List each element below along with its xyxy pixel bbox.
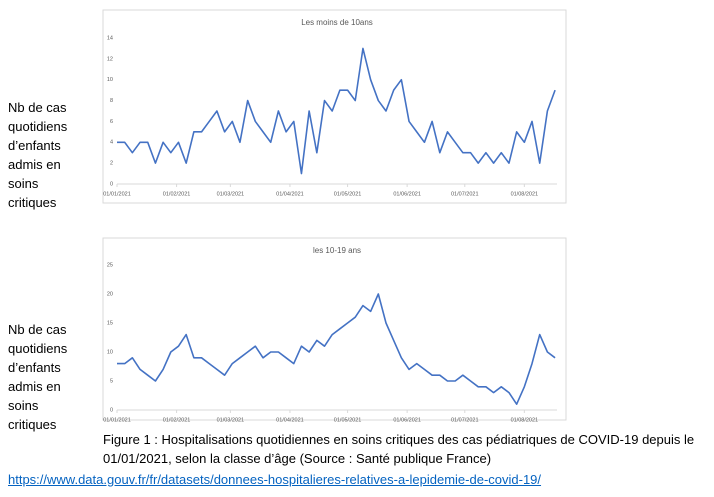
x-tick-label: 01/05/2021 <box>334 191 362 197</box>
side-label: Nb de cas quotidiens d’enfants admis en … <box>8 322 68 432</box>
y-tick-label: 4 <box>110 140 113 146</box>
chart-frame <box>102 237 567 421</box>
x-tick-label: 01/07/2021 <box>451 417 479 423</box>
x-tick-label: 01/06/2021 <box>393 417 421 423</box>
x-tick-label: 01/06/2021 <box>393 191 421 197</box>
y-tick-label: 10 <box>107 349 113 355</box>
source-link[interactable]: https://www.data.gouv.fr/fr/datasets/don… <box>8 472 542 487</box>
x-tick-label: 01/01/2021 <box>103 191 131 197</box>
y-tick-label: 8 <box>110 98 113 104</box>
y-tick-label: 0 <box>110 407 113 413</box>
chart-title: les 10-19 ans <box>313 246 361 255</box>
figure-caption: Figure 1 : Hospitalisations quotidiennes… <box>103 432 695 466</box>
y-tick-label: 2 <box>110 161 113 167</box>
y-tick-label: 20 <box>107 291 113 297</box>
x-tick-label: 01/02/2021 <box>163 417 191 423</box>
y-tick-label: 14 <box>107 35 113 41</box>
y-tick-label: 6 <box>110 119 113 125</box>
x-tick-label: 01/03/2021 <box>217 417 245 423</box>
y-tick-label: 10 <box>107 77 113 83</box>
x-tick-label: 01/04/2021 <box>276 417 304 423</box>
x-tick-label: 01/03/2021 <box>217 191 245 197</box>
x-tick-label: 01/08/2021 <box>511 417 539 423</box>
x-tick-label: 01/05/2021 <box>334 417 362 423</box>
y-tick-label: 5 <box>110 378 113 384</box>
x-tick-label: 01/02/2021 <box>163 191 191 197</box>
data-line <box>117 47 556 175</box>
x-tick-label: 01/04/2021 <box>276 191 304 197</box>
x-tick-label: 01/01/2021 <box>103 417 131 423</box>
chart-title: Les moins de 10ans <box>301 18 373 27</box>
side-label: Nb de cas quotidiens d’enfants admis en … <box>8 100 68 210</box>
x-tick-label: 01/08/2021 <box>511 191 539 197</box>
data-line <box>117 293 556 405</box>
x-tick-label: 01/07/2021 <box>451 191 479 197</box>
y-tick-label: 25 <box>107 262 113 268</box>
y-tick-label: 15 <box>107 320 113 326</box>
y-tick-label: 0 <box>110 181 113 187</box>
y-tick-label: 12 <box>107 56 113 62</box>
